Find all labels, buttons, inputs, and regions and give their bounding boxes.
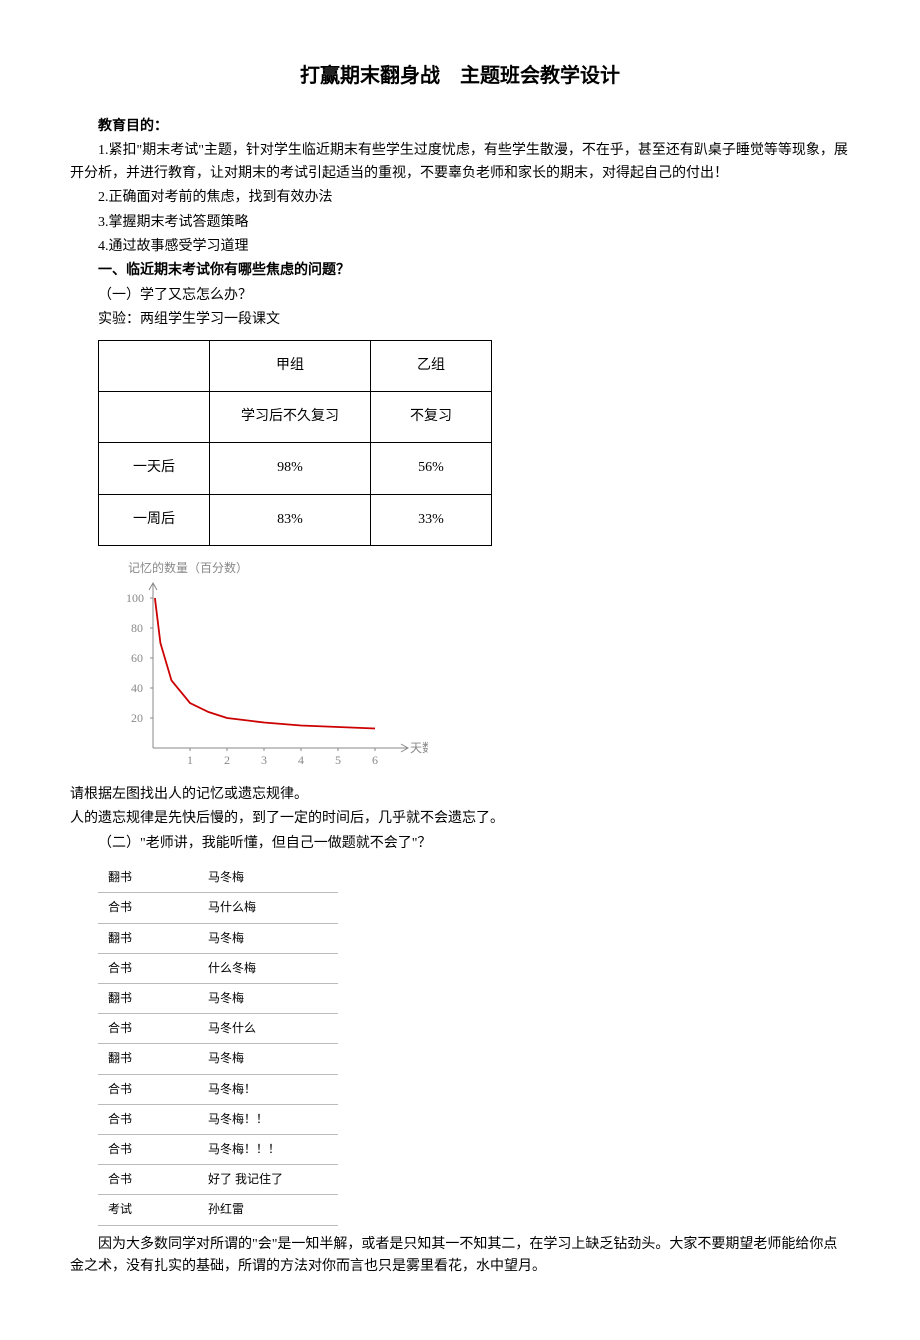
xtick: 1 (187, 753, 193, 767)
cell: 翻书 (98, 984, 198, 1014)
ytick: 100 (126, 591, 144, 605)
cell: 马冬梅 (198, 984, 338, 1014)
sub-1-heading: （一）学了又忘怎么办？ (70, 285, 850, 307)
xtick: 5 (335, 753, 341, 767)
cell: 马冬梅！！！ (198, 1134, 338, 1164)
goal-1: 1.紧扣"期末考试"主题，针对学生临近期末有些学生过度忧虑，有些学生散漫，不在乎… (70, 140, 850, 185)
cell: 合书 (98, 953, 198, 983)
section-1-heading: 一、临近期末考试你有哪些焦虑的问题？ (70, 260, 850, 282)
table-row: 合书马冬什么 (98, 1014, 338, 1044)
table-row: 合书马冬梅！ (98, 1074, 338, 1104)
ytick: 60 (131, 651, 143, 665)
cell: 马冬什么 (198, 1014, 338, 1044)
cell: 什么冬梅 (198, 953, 338, 983)
table-row: 学习后不久复习 不复习 (99, 391, 492, 442)
cell (99, 340, 210, 391)
cell: 合书 (98, 1074, 198, 1104)
ytick: 20 (131, 711, 143, 725)
chart-answer: 人的遗忘规律是先快后慢的，到了一定的时间后，几乎就不会遗忘了。 (70, 808, 850, 830)
cell: 马冬梅！ (198, 1074, 338, 1104)
cell: 合书 (98, 1134, 198, 1164)
table-row: 合书马冬梅！！！ (98, 1134, 338, 1164)
cell: 合书 (98, 893, 198, 923)
cell: 马冬梅 (198, 863, 338, 893)
cell: 学习后不久复习 (210, 391, 371, 442)
experiment-label: 实验：两组学生学习一段课文 (70, 309, 850, 331)
ytick: 40 (131, 681, 143, 695)
xtick: 4 (298, 753, 304, 767)
table-row: 合书什么冬梅 (98, 953, 338, 983)
cell: 翻书 (98, 863, 198, 893)
xtick: 6 (372, 753, 378, 767)
ytick: 80 (131, 621, 143, 635)
cell: 马什么梅 (198, 893, 338, 923)
cell: 孙红雷 (198, 1195, 338, 1225)
table-row: 合书马什么梅 (98, 893, 338, 923)
table-row: 翻书马冬梅 (98, 923, 338, 953)
x-ticks: 1 2 3 4 5 6 (187, 748, 378, 767)
review-table: 甲组 乙组 学习后不久复习 不复习 一天后 98% 56% 一周后 83% 33… (98, 340, 492, 547)
cell: 一天后 (99, 443, 210, 494)
cell: 一周后 (99, 494, 210, 545)
table-row: 合书好了 我记住了 (98, 1165, 338, 1195)
table-row: 翻书马冬梅 (98, 863, 338, 893)
table-row: 翻书马冬梅 (98, 984, 338, 1014)
table-row: 翻书马冬梅 (98, 1044, 338, 1074)
closing-paragraph: 因为大多数同学对所谓的"会"是一知半解，或者是只知其一不知其二，在学习上缺乏钻劲… (70, 1234, 850, 1279)
cell (99, 391, 210, 442)
cell: 翻书 (98, 923, 198, 953)
cell: 合书 (98, 1014, 198, 1044)
madongmei-table: 翻书马冬梅合书马什么梅翻书马冬梅合书什么冬梅翻书马冬梅合书马冬什么翻书马冬梅合书… (98, 863, 338, 1225)
cell: 考试 (98, 1195, 198, 1225)
table-row: 一天后 98% 56% (99, 443, 492, 494)
y-ticks: 100 80 60 40 20 (126, 591, 153, 725)
cell: 甲组 (210, 340, 371, 391)
chart-question: 请根据左图找出人的记忆或遗忘规律。 (70, 784, 850, 806)
goal-label: 教育目的： (70, 116, 850, 138)
cell: 翻书 (98, 1044, 198, 1074)
chart-svg: 记忆的数量（百分数） 100 80 60 40 20 1 2 3 4 5 6 天… (98, 558, 428, 778)
cell: 不复习 (371, 391, 492, 442)
cell: 马冬梅 (198, 1044, 338, 1074)
page-title: 打赢期末翻身战 主题班会教学设计 (70, 60, 850, 92)
sub-2-heading: （二）"老师讲，我能听懂，但自己一做题就不会了"？ (70, 833, 850, 855)
cell: 56% (371, 443, 492, 494)
cell: 马冬梅！！ (198, 1104, 338, 1134)
x-axis-label: 天数 (410, 740, 428, 755)
table-row: 甲组 乙组 (99, 340, 492, 391)
table-row: 考试孙红雷 (98, 1195, 338, 1225)
forgetting-curve-chart: 记忆的数量（百分数） 100 80 60 40 20 1 2 3 4 5 6 天… (98, 558, 850, 778)
goal-3: 3.掌握期末考试答题策略 (70, 212, 850, 234)
cell: 83% (210, 494, 371, 545)
xtick: 2 (224, 753, 230, 767)
forgetting-curve-line (155, 598, 375, 729)
table-row: 合书马冬梅！！ (98, 1104, 338, 1134)
cell: 马冬梅 (198, 923, 338, 953)
cell: 合书 (98, 1165, 198, 1195)
y-axis-label: 记忆的数量（百分数） (128, 560, 248, 575)
cell: 好了 我记住了 (198, 1165, 338, 1195)
cell: 98% (210, 443, 371, 494)
xtick: 3 (261, 753, 267, 767)
cell: 合书 (98, 1104, 198, 1134)
cell: 33% (371, 494, 492, 545)
goal-2: 2.正确面对考前的焦虑，找到有效办法 (70, 187, 850, 209)
goal-4: 4.通过故事感受学习道理 (70, 236, 850, 258)
cell: 乙组 (371, 340, 492, 391)
table-row: 一周后 83% 33% (99, 494, 492, 545)
